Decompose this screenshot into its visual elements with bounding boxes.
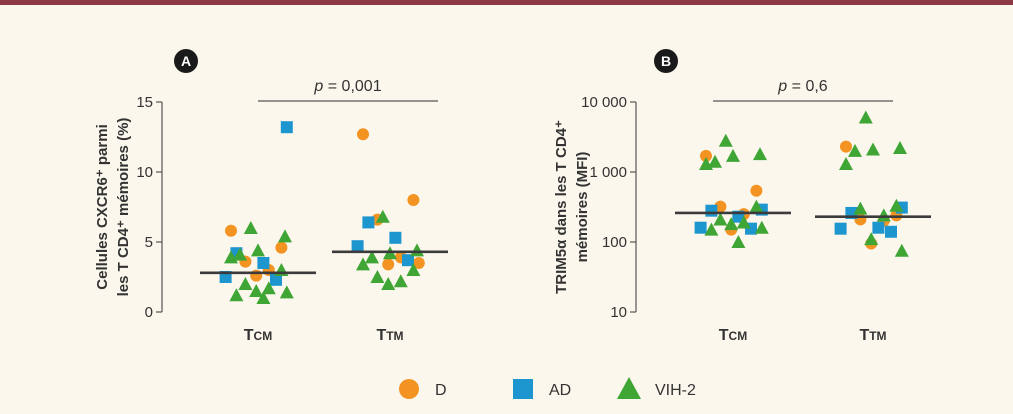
data-point-vih2 [754,220,769,234]
data-point-vih2 [224,250,238,264]
data-point-vih2 [893,141,907,155]
data-point-ad [280,121,293,134]
data-point-d [382,258,395,271]
data-point-vih2 [894,243,909,257]
data-point-ad [270,273,282,286]
y-axis-label-line: TRIM5α dans les T CD4⁺ [553,120,570,294]
data-point-vih2 [238,277,253,290]
data-point-ad [257,257,270,269]
data-point-ad [694,221,707,234]
data-point-vih2 [233,247,247,261]
data-point-vih2 [713,212,728,226]
data-point-vih2 [278,229,292,243]
data-point-vih2 [251,243,265,257]
y-tick-label: 10 [610,304,627,321]
data-point-vih2 [256,291,271,304]
y-tick-label: 100 [602,234,627,251]
legend-label: VIH-2 [655,382,696,399]
panel-badge [174,49,198,73]
data-point-vih2 [753,147,767,161]
data-point-vih2 [718,133,733,147]
data-point-ad [389,231,402,244]
y-axis-label: Cellules CXCR6⁺ parmi les T CD4⁺ mémoires… [94,118,132,297]
x-category-label: TCM [244,327,272,344]
x-category-label: TTM [859,327,886,344]
legend-marker-d [399,379,419,399]
y-axis-label-line: mémoires (MFI) [574,152,591,263]
data-point-vih2 [249,284,264,297]
p-value-label: p = 0,6 [777,78,827,95]
data-point-vih2 [726,148,740,162]
data-point-vih2 [876,208,891,222]
data-point-d [750,184,763,197]
data-point-d [225,224,237,237]
x-category-label: TCM [719,327,747,344]
data-point-ad [351,240,364,253]
data-point-ad [362,216,375,229]
y-axis-label-line: les T CD4⁺ mémoires (%) [115,118,132,297]
y-tick-label: 1 000 [589,164,627,181]
data-point-vih2 [699,157,713,171]
data-point-vih2 [370,270,385,283]
data-point-d [275,241,288,254]
legend: D AD VIH-2 [399,377,696,399]
y-axis-label: TRIM5α dans les T CD4⁺ mémoires (MFI) [553,120,591,294]
data-point-vih2 [704,222,719,236]
panel-badge-label: B [661,53,671,69]
legend-label: D [435,382,447,399]
data-point-vih2 [261,281,276,295]
panel-b: 10 100 1 000 10 000 TRIM5α dans les T CD4⁺ mé… [553,49,931,344]
data-point-ad [705,204,718,217]
data-point-vih2 [866,142,880,156]
data-point-vih2 [858,110,873,124]
data-point-d [407,194,420,206]
data-point-vih2 [393,274,408,288]
p-value-label: p = 0,001 [313,78,381,95]
data-point-vih2 [375,209,390,223]
data-point-vih2 [381,277,396,290]
data-point-vih2 [848,143,862,157]
data-point-d [840,140,852,153]
data-point-vih2 [853,201,868,215]
data-point-vih2 [279,285,294,299]
y-axis-label-line: Cellules CXCR6⁺ parmi [94,124,111,289]
data-point-d [412,257,425,269]
data-point-ad [402,254,414,267]
data-point-vih2 [889,198,904,212]
legend-label: AD [549,382,571,399]
legend-marker-ad [513,379,533,399]
data-point-vih2 [731,235,746,248]
data-point-d [357,128,369,141]
data-point-ad [872,221,885,234]
data-point-vih2 [406,263,421,276]
y-tick-label: 0 [145,304,153,321]
y-tick-label: 10 000 [581,94,627,111]
panel-badge-label: A [181,53,191,69]
data-point-vih2 [749,199,764,213]
data-point-ad [834,222,847,235]
y-tick-label: 5 [145,234,153,251]
data-point-vih2 [229,288,244,302]
data-point-d [700,149,712,162]
data-point-vih2 [736,215,751,229]
x-category-label: TTM [376,327,403,344]
data-point-vih2 [708,154,722,168]
top-accent-bar [0,0,1013,5]
data-point-vih2 [839,157,853,171]
data-point-d [250,269,263,282]
y-tick-label: 15 [136,94,153,111]
legend-marker-vih2 [617,377,641,399]
data-point-vih2 [864,232,879,246]
data-point-vih2 [356,257,370,271]
data-point-ad [885,225,897,238]
data-point-vih2 [724,217,739,231]
data-point-vih2 [365,250,379,264]
panel-badge [654,49,678,73]
data-point-vih2 [410,243,424,257]
data-point-vih2 [243,221,258,234]
y-tick-label: 10 [136,164,153,181]
